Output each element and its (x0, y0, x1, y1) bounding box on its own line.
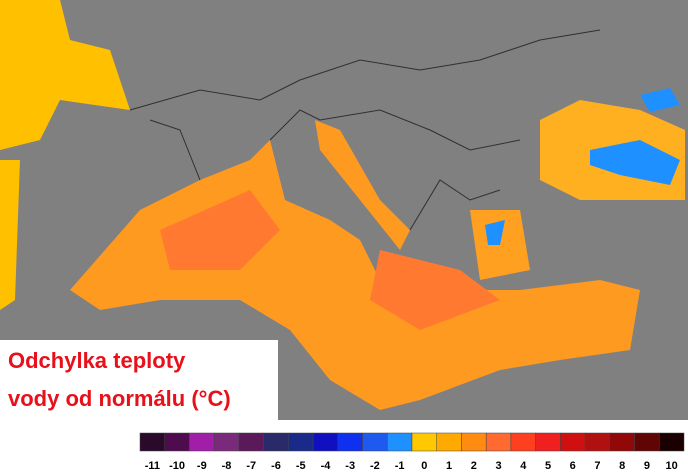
legend-swatch (164, 432, 190, 452)
legend-tick-label: -6 (271, 460, 281, 472)
borders (129, 29, 601, 231)
legend-tick-label: 0 (421, 460, 427, 472)
legend-tick-label: 1 (446, 460, 452, 472)
legend-tick-label: -4 (321, 460, 332, 472)
legend-tick-label: 6 (570, 460, 576, 472)
sea-anomaly (0, 0, 685, 410)
legend-tick-label: 7 (594, 460, 600, 472)
legend-swatch (510, 432, 536, 452)
legend-swatch (312, 432, 339, 452)
legend-swatch (387, 432, 413, 452)
legend-tick-label: 10 (666, 460, 678, 472)
legend-swatch (560, 432, 586, 452)
legend-tick-label: 5 (545, 460, 551, 472)
legend-tick-label: -8 (222, 460, 232, 472)
legend-tick-label: 8 (619, 460, 625, 472)
legend-swatch (362, 432, 388, 452)
legend-tick-label: -7 (246, 460, 256, 472)
legend-tick-label: -11 (145, 460, 160, 472)
legend-tick-label: 9 (644, 460, 650, 472)
legend-swatch (238, 432, 264, 452)
legend-swatch (213, 432, 240, 452)
legend-swatch (411, 432, 437, 452)
legend-swatch (189, 432, 215, 452)
legend-tick-label: -3 (345, 460, 355, 472)
legend-swatch (288, 432, 314, 452)
legend-swatch (337, 432, 363, 452)
legend-tick-label: -2 (370, 460, 380, 472)
legend-swatch (436, 432, 462, 452)
legend-swatch (584, 432, 611, 452)
legend: -11 -10 -9 -8 -7 -6 -5 -4 -3 -2 -1 0 1 2 3 4 5 6 7 8 9 10 (139, 432, 685, 472)
legend-swatch (461, 432, 487, 452)
legend-swatch (485, 432, 512, 452)
legend-swatch (609, 432, 635, 452)
legend-tick-label: 2 (471, 460, 477, 472)
legend-swatch (139, 432, 165, 452)
legend-tick-label: -1 (395, 460, 405, 472)
legend-swatch (659, 432, 685, 452)
legend-tick-label: -10 (169, 460, 185, 472)
legend-tick-label: -5 (296, 460, 306, 472)
legend-swatch (535, 432, 561, 452)
caption-box (0, 340, 278, 420)
legend-swatch (634, 432, 660, 452)
legend-tick-label: 4 (520, 460, 527, 472)
legend-swatch (263, 432, 289, 452)
legend-tick-label: 3 (495, 460, 501, 472)
legend-tick-label: -9 (197, 460, 207, 472)
caption-line: Odchylka teploty (8, 348, 186, 373)
caption-line: vody od normálu (°C) (8, 386, 231, 411)
